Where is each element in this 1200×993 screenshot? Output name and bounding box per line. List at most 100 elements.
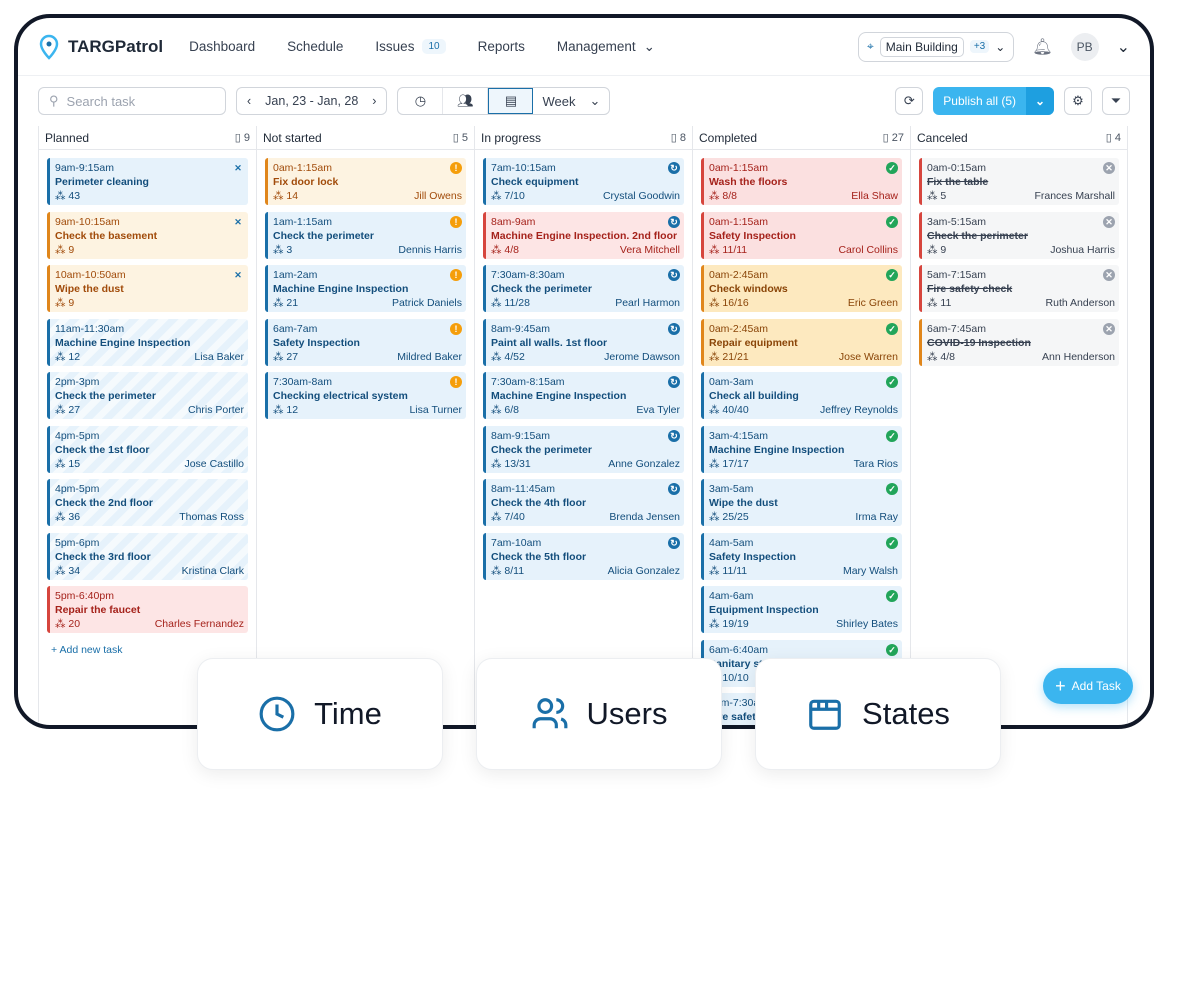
- task-card[interactable]: ! 0am-1:15am Fix door lock ⁂ 14 Jill Owens: [265, 158, 466, 205]
- task-card[interactable]: ↻ 8am-9am Machine Engine Inspection. 2nd f…: [483, 211, 684, 259]
- footprints-icon: ⁂: [55, 564, 66, 577]
- task-card[interactable]: ↻ 7:30am-8:30am Check the perimeter ⁂ 11/28…: [483, 265, 684, 312]
- progress-status-icon: ↻: [668, 269, 680, 281]
- refresh-button[interactable]: ⟳: [895, 87, 924, 115]
- task-card[interactable]: 4pm-5pm Check the 1st floor ⁂ 15 Jose Casti…: [47, 425, 248, 473]
- task-card[interactable]: ✓ 4am-6am Equipment Inspection ⁂ 19/19 Shirl…: [701, 586, 902, 633]
- footprints-icon: ⁂: [927, 243, 938, 256]
- feature-label: States: [862, 696, 950, 731]
- task-card[interactable]: ✓ 3am-4:15am Machine Engine Inspection ⁂ 17…: [701, 425, 902, 473]
- task-checkpoints: ⁂ 12: [55, 350, 80, 364]
- checkpoint-count: 7/10: [504, 190, 525, 202]
- task-card[interactable]: ↻ 7am-10:15am Check equipment ⁂ 7/10 Crystal…: [483, 158, 684, 205]
- chevron-down-icon[interactable]: ⌄: [1026, 87, 1054, 115]
- task-name: Check the basement: [55, 229, 158, 242]
- task-card[interactable]: ↻ 8am-9:15am Check the perimeter ⁂ 13/31 Ann…: [483, 425, 684, 473]
- task-card[interactable]: ✓ 0am-3am Check all building ⁂ 40/40 Jeffrey…: [701, 372, 902, 419]
- kanban-board: Planned ▯ 9 ✕ 9am-9:15am Perimeter cleaning ⁂…: [18, 126, 1150, 725]
- done-status-icon: ✓: [886, 269, 898, 281]
- time-view-button[interactable]: ◷: [398, 88, 444, 114]
- task-assignee: Mary Walsh: [842, 564, 898, 577]
- bell-icon[interactable]: 🔔︎: [1032, 38, 1053, 56]
- done-status-icon: ✓: [886, 483, 898, 495]
- task-checkpoints: ⁂ 7/10: [491, 189, 525, 203]
- column-title: Planned: [45, 130, 90, 145]
- logo[interactable]: TARGPatrol: [38, 34, 163, 60]
- task-card[interactable]: ✓ 0am-2:45am Repair equipment ⁂ 21/21 Jose W…: [701, 318, 902, 366]
- filter-button[interactable]: ⏷: [1102, 87, 1130, 115]
- task-assignee: Mildred Baker: [397, 350, 462, 363]
- task-card[interactable]: ✕ 10am-10:50am Wipe the dust ⁂ 9: [47, 265, 248, 312]
- building-selector[interactable]: ⌖ Main Building +3 ⌄: [858, 31, 1015, 62]
- task-time: 11am-11:30am: [55, 322, 125, 335]
- chevron-left-icon[interactable]: ‹: [247, 94, 252, 108]
- task-card[interactable]: ✕ 9am-9:15am Perimeter cleaning ⁂ 43: [47, 158, 248, 205]
- count-value: 27: [891, 132, 904, 144]
- avatar[interactable]: PB: [1070, 32, 1099, 61]
- task-checkpoints: ⁂ 9: [55, 296, 74, 310]
- nav-schedule[interactable]: Schedule: [287, 39, 344, 54]
- states-view-button[interactable]: ▤: [488, 88, 534, 114]
- chevron-right-icon[interactable]: ›: [372, 94, 377, 108]
- task-time: 8am-9:15am: [491, 429, 550, 442]
- nav-issues[interactable]: Issues 10: [375, 39, 446, 54]
- footprints-icon: ⁂: [55, 297, 66, 309]
- task-card[interactable]: ! 1am-1:15am Check the perimeter ⁂ 3 Dennis …: [265, 211, 466, 259]
- users-view-button[interactable]: 👥︎: [443, 88, 489, 114]
- task-card[interactable]: 2pm-3pm Check the perimeter ⁂ 27 Chris Port…: [47, 372, 248, 419]
- add-new-task-link[interactable]: + Add new task: [51, 643, 123, 656]
- task-card[interactable]: ✕ 9am-10:15am Check the basement ⁂ 9: [47, 211, 248, 259]
- date-range-picker[interactable]: ‹ Jan, 23 - Jan, 28 ›: [236, 87, 388, 115]
- task-card[interactable]: ! 6am-7am Safety Inspection ⁂ 27 Mildred Bak…: [265, 318, 466, 366]
- task-name: Machine Engine Inspection: [55, 336, 191, 349]
- period-select[interactable]: Week ⌄: [533, 88, 609, 114]
- task-card[interactable]: ✕ 3am-5:15am Check the perimeter ⁂ 9 Joshua …: [919, 211, 1119, 259]
- task-card[interactable]: ✓ 0am-1:15am Safety Inspection ⁂ 11/11 Carol…: [701, 211, 902, 259]
- task-card[interactable]: ✓ 3am-5am Wipe the dust ⁂ 25/25 Irma Ray: [701, 479, 902, 526]
- task-card[interactable]: 5pm-6pm Check the 3rd floor ⁂ 34 Kristina C…: [47, 532, 248, 580]
- nav-reports[interactable]: Reports: [477, 39, 525, 54]
- task-card[interactable]: 11am-11:30am Machine Engine Inspection ⁂ 1…: [47, 318, 248, 366]
- task-card[interactable]: ✓ 4am-5am Safety Inspection ⁂ 11/11 Mary Wal…: [701, 532, 902, 580]
- task-time: 8am-11:45am: [491, 483, 556, 495]
- task-card[interactable]: 4pm-5pm Check the 2nd floor ⁂ 36 Thomas Ros…: [47, 479, 248, 526]
- search-input[interactable]: ⚲ Search task: [38, 87, 226, 115]
- nav-management[interactable]: Management ⌄: [557, 39, 655, 55]
- refresh-icon: ⟳: [903, 93, 915, 108]
- progress-status-icon: ↻: [668, 376, 680, 388]
- task-card[interactable]: ↻ 7am-10am Check the 5th floor ⁂ 8/11 Alicia…: [483, 532, 684, 580]
- task-name: Machine Engine Inspection: [273, 283, 409, 295]
- task-name: Fix the table: [927, 176, 989, 188]
- chevron-down-icon[interactable]: ⌄: [1116, 38, 1130, 56]
- clipboard-icon: ▯: [882, 132, 889, 144]
- user-x-status-icon: ✕: [234, 216, 242, 227]
- nav-dashboard[interactable]: Dashboard: [189, 39, 256, 54]
- task-card[interactable]: ! 1am-2am Machine Engine Inspection ⁂ 21 Pat…: [265, 265, 466, 312]
- checkpoint-count: 8/11: [504, 564, 525, 577]
- task-card[interactable]: ✕ 5am-7:15am Fire safety check ⁂ 11 Ruth And…: [919, 265, 1119, 312]
- footprints-icon: ⁂: [491, 457, 502, 470]
- settings-button[interactable]: ⚙: [1064, 87, 1092, 115]
- clock-icon: [259, 696, 295, 732]
- column-header: Completed ▯ 27: [693, 126, 910, 150]
- feature-label: Users: [586, 696, 668, 731]
- issues-badge: 10: [422, 39, 446, 54]
- publish-all-button[interactable]: Publish all (5) ⌄: [933, 87, 1054, 115]
- task-card[interactable]: ✓ 0am-1:15am Wash the floors ⁂ 8/8 Ella Shaw: [701, 158, 902, 205]
- task-card[interactable]: ✕ 0am-0:15am Fix the table ⁂ 5 Frances Marsh…: [919, 158, 1119, 205]
- task-checkpoints: ⁂ 5: [927, 189, 946, 203]
- footprints-icon: ⁂: [55, 243, 66, 256]
- task-card[interactable]: ↻ 8am-11:45am Check the 4th floor ⁂ 7/40 Bre…: [483, 479, 684, 526]
- cancel-status-icon: ✕: [1103, 322, 1115, 335]
- task-card[interactable]: ✕ 6am-7:45am COVID-19 Inspection ⁂ 4/8 Ann H…: [919, 318, 1119, 366]
- checkpoint-count: 11: [940, 297, 952, 309]
- add-task-button[interactable]: + Add Task: [1043, 668, 1133, 704]
- task-card[interactable]: ↻ 8am-9:45am Paint all walls. 1st floor ⁂ 4…: [483, 318, 684, 366]
- task-checkpoints: ⁂ 43: [55, 189, 80, 203]
- done-status-icon: ✓: [886, 536, 898, 549]
- task-card[interactable]: 5pm-6:40pm Repair the faucet ⁂ 20 Charles F…: [47, 586, 248, 633]
- task-card[interactable]: ↻ 7:30am-8:15am Machine Engine Inspection ⁂…: [483, 372, 684, 419]
- task-assignee: Ann Henderson: [1042, 350, 1115, 363]
- task-card[interactable]: ! 7:30am-8am Checking electrical system ⁂ 1…: [265, 372, 466, 419]
- task-card[interactable]: ✓ 0am-2:45am Check windows ⁂ 16/16 Eric Gree…: [701, 265, 902, 312]
